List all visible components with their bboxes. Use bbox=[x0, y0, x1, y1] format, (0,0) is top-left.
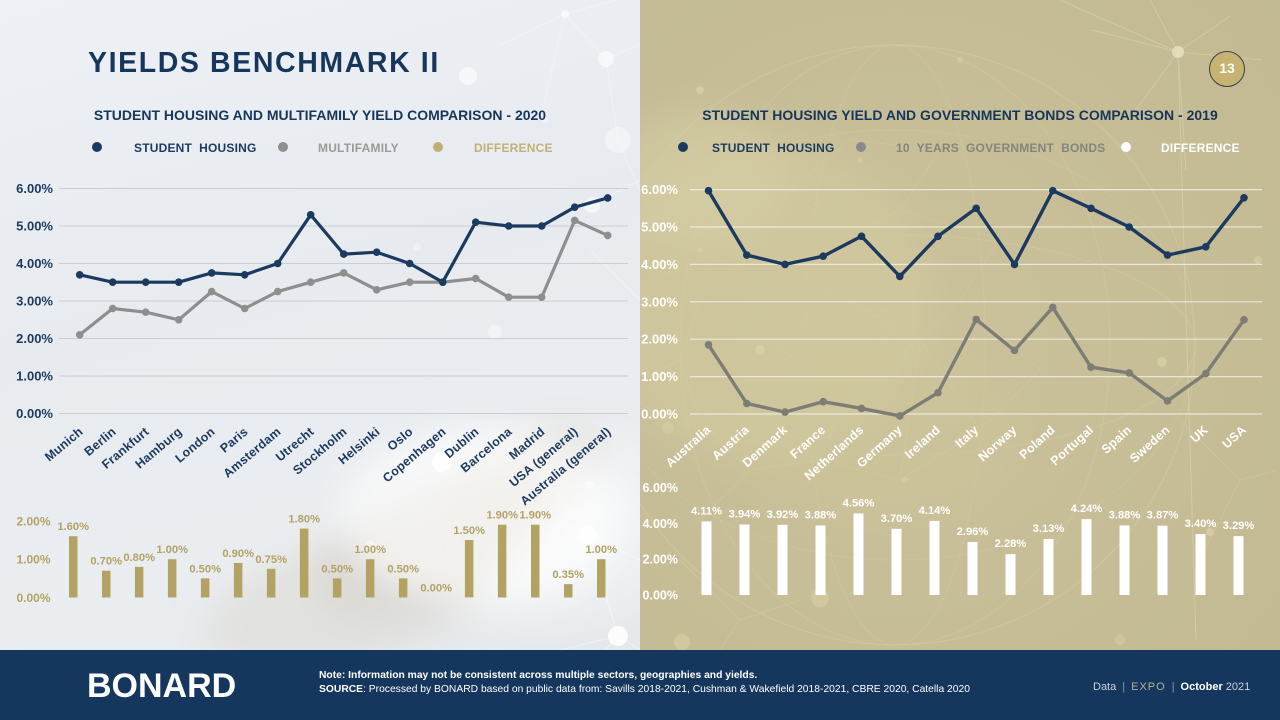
svg-text:Copenhagen: Copenhagen bbox=[380, 425, 449, 486]
svg-text:6.00%: 6.00% bbox=[16, 181, 53, 196]
svg-text:0.75%: 0.75% bbox=[255, 554, 287, 566]
svg-text:Australia: Australia bbox=[663, 422, 714, 470]
svg-text:1.00%: 1.00% bbox=[641, 369, 678, 384]
svg-text:Italy: Italy bbox=[953, 423, 982, 451]
svg-text:4.56%: 4.56% bbox=[843, 497, 875, 509]
svg-text:1.00%: 1.00% bbox=[16, 553, 50, 567]
svg-text:2.00%: 2.00% bbox=[16, 331, 53, 346]
svg-text:0.00%: 0.00% bbox=[641, 407, 678, 422]
svg-text:3.92%: 3.92% bbox=[767, 509, 799, 521]
svg-text:3.00%: 3.00% bbox=[16, 294, 53, 309]
svg-text:6.00%: 6.00% bbox=[643, 481, 678, 495]
svg-text:3.88%: 3.88% bbox=[805, 510, 837, 522]
svg-text:3.88%: 3.88% bbox=[1109, 510, 1141, 522]
svg-text:1.50%: 1.50% bbox=[453, 525, 485, 537]
svg-text:5.00%: 5.00% bbox=[641, 220, 678, 235]
svg-text:2.00%: 2.00% bbox=[641, 332, 678, 347]
svg-text:0.50%: 0.50% bbox=[189, 563, 221, 575]
svg-text:0.00%: 0.00% bbox=[16, 591, 50, 605]
svg-text:Ireland: Ireland bbox=[902, 423, 943, 462]
svg-text:1.00%: 1.00% bbox=[156, 544, 188, 556]
svg-text:1.00%: 1.00% bbox=[585, 544, 617, 556]
svg-text:3.00%: 3.00% bbox=[641, 294, 678, 309]
svg-text:0.00%: 0.00% bbox=[643, 589, 678, 603]
svg-text:1.80%: 1.80% bbox=[288, 514, 320, 526]
svg-text:3.13%: 3.13% bbox=[1033, 523, 1065, 535]
svg-text:USA: USA bbox=[1220, 423, 1249, 451]
svg-text:0.00%: 0.00% bbox=[420, 583, 452, 595]
svg-text:UK: UK bbox=[1188, 423, 1211, 446]
svg-text:4.00%: 4.00% bbox=[641, 257, 678, 272]
svg-text:0.90%: 0.90% bbox=[222, 548, 254, 560]
svg-text:1.60%: 1.60% bbox=[57, 521, 89, 533]
svg-text:Portugal: Portugal bbox=[1048, 423, 1096, 468]
svg-text:4.14%: 4.14% bbox=[919, 505, 951, 517]
svg-text:0.70%: 0.70% bbox=[90, 556, 122, 568]
svg-text:3.29%: 3.29% bbox=[1223, 520, 1255, 532]
svg-text:2.28%: 2.28% bbox=[995, 538, 1027, 550]
svg-text:0.50%: 0.50% bbox=[387, 563, 419, 575]
svg-text:2.96%: 2.96% bbox=[957, 526, 989, 538]
svg-text:1.00%: 1.00% bbox=[16, 369, 53, 384]
svg-text:Munich: Munich bbox=[42, 425, 85, 465]
svg-text:1.90%: 1.90% bbox=[486, 510, 518, 522]
svg-text:2.00%: 2.00% bbox=[16, 514, 50, 528]
svg-text:0.50%: 0.50% bbox=[321, 563, 353, 575]
svg-text:Sweden: Sweden bbox=[1127, 423, 1172, 466]
svg-text:Spain: Spain bbox=[1099, 423, 1134, 457]
svg-text:6.00%: 6.00% bbox=[641, 182, 678, 197]
svg-text:4.24%: 4.24% bbox=[1071, 503, 1103, 515]
svg-text:3.40%: 3.40% bbox=[1185, 518, 1217, 530]
svg-text:3.94%: 3.94% bbox=[729, 509, 761, 521]
svg-text:Norway: Norway bbox=[976, 423, 1020, 464]
svg-text:0.80%: 0.80% bbox=[123, 552, 155, 564]
svg-text:1.90%: 1.90% bbox=[519, 510, 551, 522]
svg-text:0.35%: 0.35% bbox=[552, 569, 584, 581]
svg-text:3.87%: 3.87% bbox=[1147, 510, 1179, 522]
svg-text:1.00%: 1.00% bbox=[354, 544, 386, 556]
svg-text:4.00%: 4.00% bbox=[16, 256, 53, 271]
svg-text:5.00%: 5.00% bbox=[16, 219, 53, 234]
svg-text:0.00%: 0.00% bbox=[16, 406, 53, 421]
svg-text:4.00%: 4.00% bbox=[643, 517, 678, 531]
svg-text:2.00%: 2.00% bbox=[643, 553, 678, 567]
svg-text:3.70%: 3.70% bbox=[881, 513, 913, 525]
svg-text:4.11%: 4.11% bbox=[691, 505, 722, 517]
